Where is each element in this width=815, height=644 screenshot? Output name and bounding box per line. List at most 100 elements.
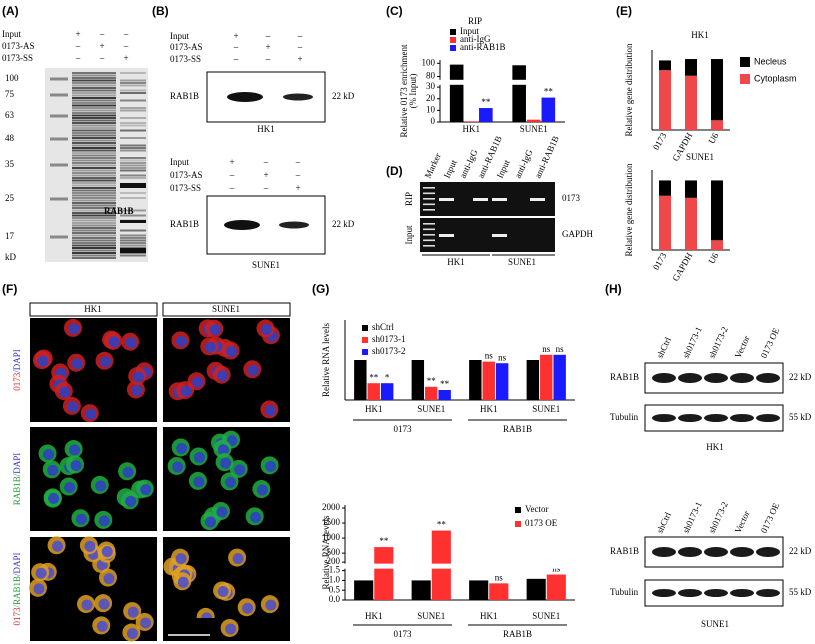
column-label: SUNE1 [212, 304, 240, 314]
ladder-band [50, 235, 68, 239]
lane-label: Input [442, 158, 459, 180]
lane-band [120, 84, 146, 87]
blot-band [704, 547, 728, 557]
nucleus [125, 495, 137, 507]
nucleus [220, 457, 232, 469]
nucleus [177, 576, 189, 588]
bar [354, 580, 374, 600]
lane-band [72, 184, 116, 187]
panel-letter: (D) [386, 164, 403, 178]
panel-letter: (H) [605, 282, 622, 296]
y-axis-label: (% Input) [408, 74, 418, 109]
bar [553, 354, 566, 400]
gel-band [492, 234, 507, 237]
ladder-band [50, 163, 68, 167]
marker-label: 25 [5, 193, 15, 203]
panel-letter: (E) [616, 4, 632, 18]
lane-band [72, 242, 116, 244]
lane-band [120, 254, 146, 257]
significance-label: ** [379, 536, 389, 546]
size-label: 55 kD [789, 412, 812, 422]
nucleus [175, 335, 187, 347]
nucleus [140, 484, 152, 496]
marker-label: 100 [5, 73, 19, 83]
sign: + [297, 54, 302, 64]
size-label: 22 kD [332, 219, 355, 229]
y-tick-label: 1000 [322, 532, 341, 542]
y-axis-label: Relative RNA levels [321, 515, 331, 589]
lane-band [72, 229, 116, 232]
lane-band [120, 149, 146, 152]
lane-band [72, 154, 116, 157]
nucleus [250, 511, 262, 523]
ladder-band [423, 198, 435, 200]
row-label: RAB1B/DAPI [12, 453, 22, 506]
panel-letter: (G) [312, 282, 329, 296]
row-label-part: RAB1B [12, 476, 22, 505]
bar [449, 64, 464, 122]
legend-swatch [450, 37, 456, 43]
sign: + [99, 41, 104, 51]
ladder-band [423, 239, 435, 242]
lane-band [72, 209, 116, 212]
lane-band [72, 112, 116, 114]
lane-band [120, 107, 146, 109]
lane-band [72, 144, 116, 147]
legend-label: Necleus [754, 56, 787, 66]
nucleus [95, 480, 107, 492]
lane-band [72, 192, 116, 194]
lane-band [72, 222, 116, 224]
blot-band [652, 589, 676, 597]
lane-band [72, 207, 116, 209]
lane-band [72, 252, 116, 254]
protein-label: RAB1B [610, 546, 639, 556]
band [120, 248, 146, 253]
lane-band [72, 134, 116, 137]
bar [526, 578, 546, 600]
bar [495, 363, 509, 400]
lane-band [72, 212, 116, 214]
bar [711, 120, 723, 130]
nucleus [100, 356, 112, 368]
sign: – [123, 41, 129, 51]
ladder-band [50, 137, 68, 141]
group-label: RAB1B [503, 629, 532, 639]
legend-swatch [740, 74, 750, 84]
lane-band [72, 147, 116, 149]
sign: – [75, 53, 81, 63]
y-tick-label: 0.0 [329, 594, 341, 604]
nucleus [175, 553, 187, 565]
bar [425, 386, 438, 400]
lane-band [72, 102, 116, 104]
lane-band [72, 127, 116, 129]
legend-swatch [362, 325, 368, 331]
blot-band [756, 589, 780, 597]
nucleus [192, 376, 204, 388]
legend-swatch [362, 349, 368, 355]
legend-swatch [740, 57, 750, 67]
nucleus [232, 553, 244, 565]
ladder-band [50, 197, 68, 201]
blot-band [227, 92, 263, 102]
nucleus [180, 385, 192, 397]
x-tick-label: SUNE1 [417, 611, 445, 621]
y-axis-label: Relative 0173 enrichment [399, 44, 409, 137]
bar [411, 360, 425, 400]
lane-label: 0173 OE [759, 501, 782, 535]
x-tick-label: HK1 [365, 404, 383, 414]
nucleus [37, 355, 49, 367]
nucleus [265, 460, 277, 472]
lane-label: shCtrl [655, 510, 674, 535]
lane-band [120, 89, 146, 92]
panel-letter: (F) [2, 282, 17, 296]
band [120, 220, 146, 223]
lane-band [120, 244, 146, 247]
lane-band [72, 137, 116, 139]
lane-band [120, 157, 146, 159]
significance-label: ** [440, 379, 450, 389]
blot-band [704, 589, 728, 597]
lane-band [72, 257, 116, 259]
lane-band [72, 199, 116, 202]
axis-break [436, 79, 567, 85]
